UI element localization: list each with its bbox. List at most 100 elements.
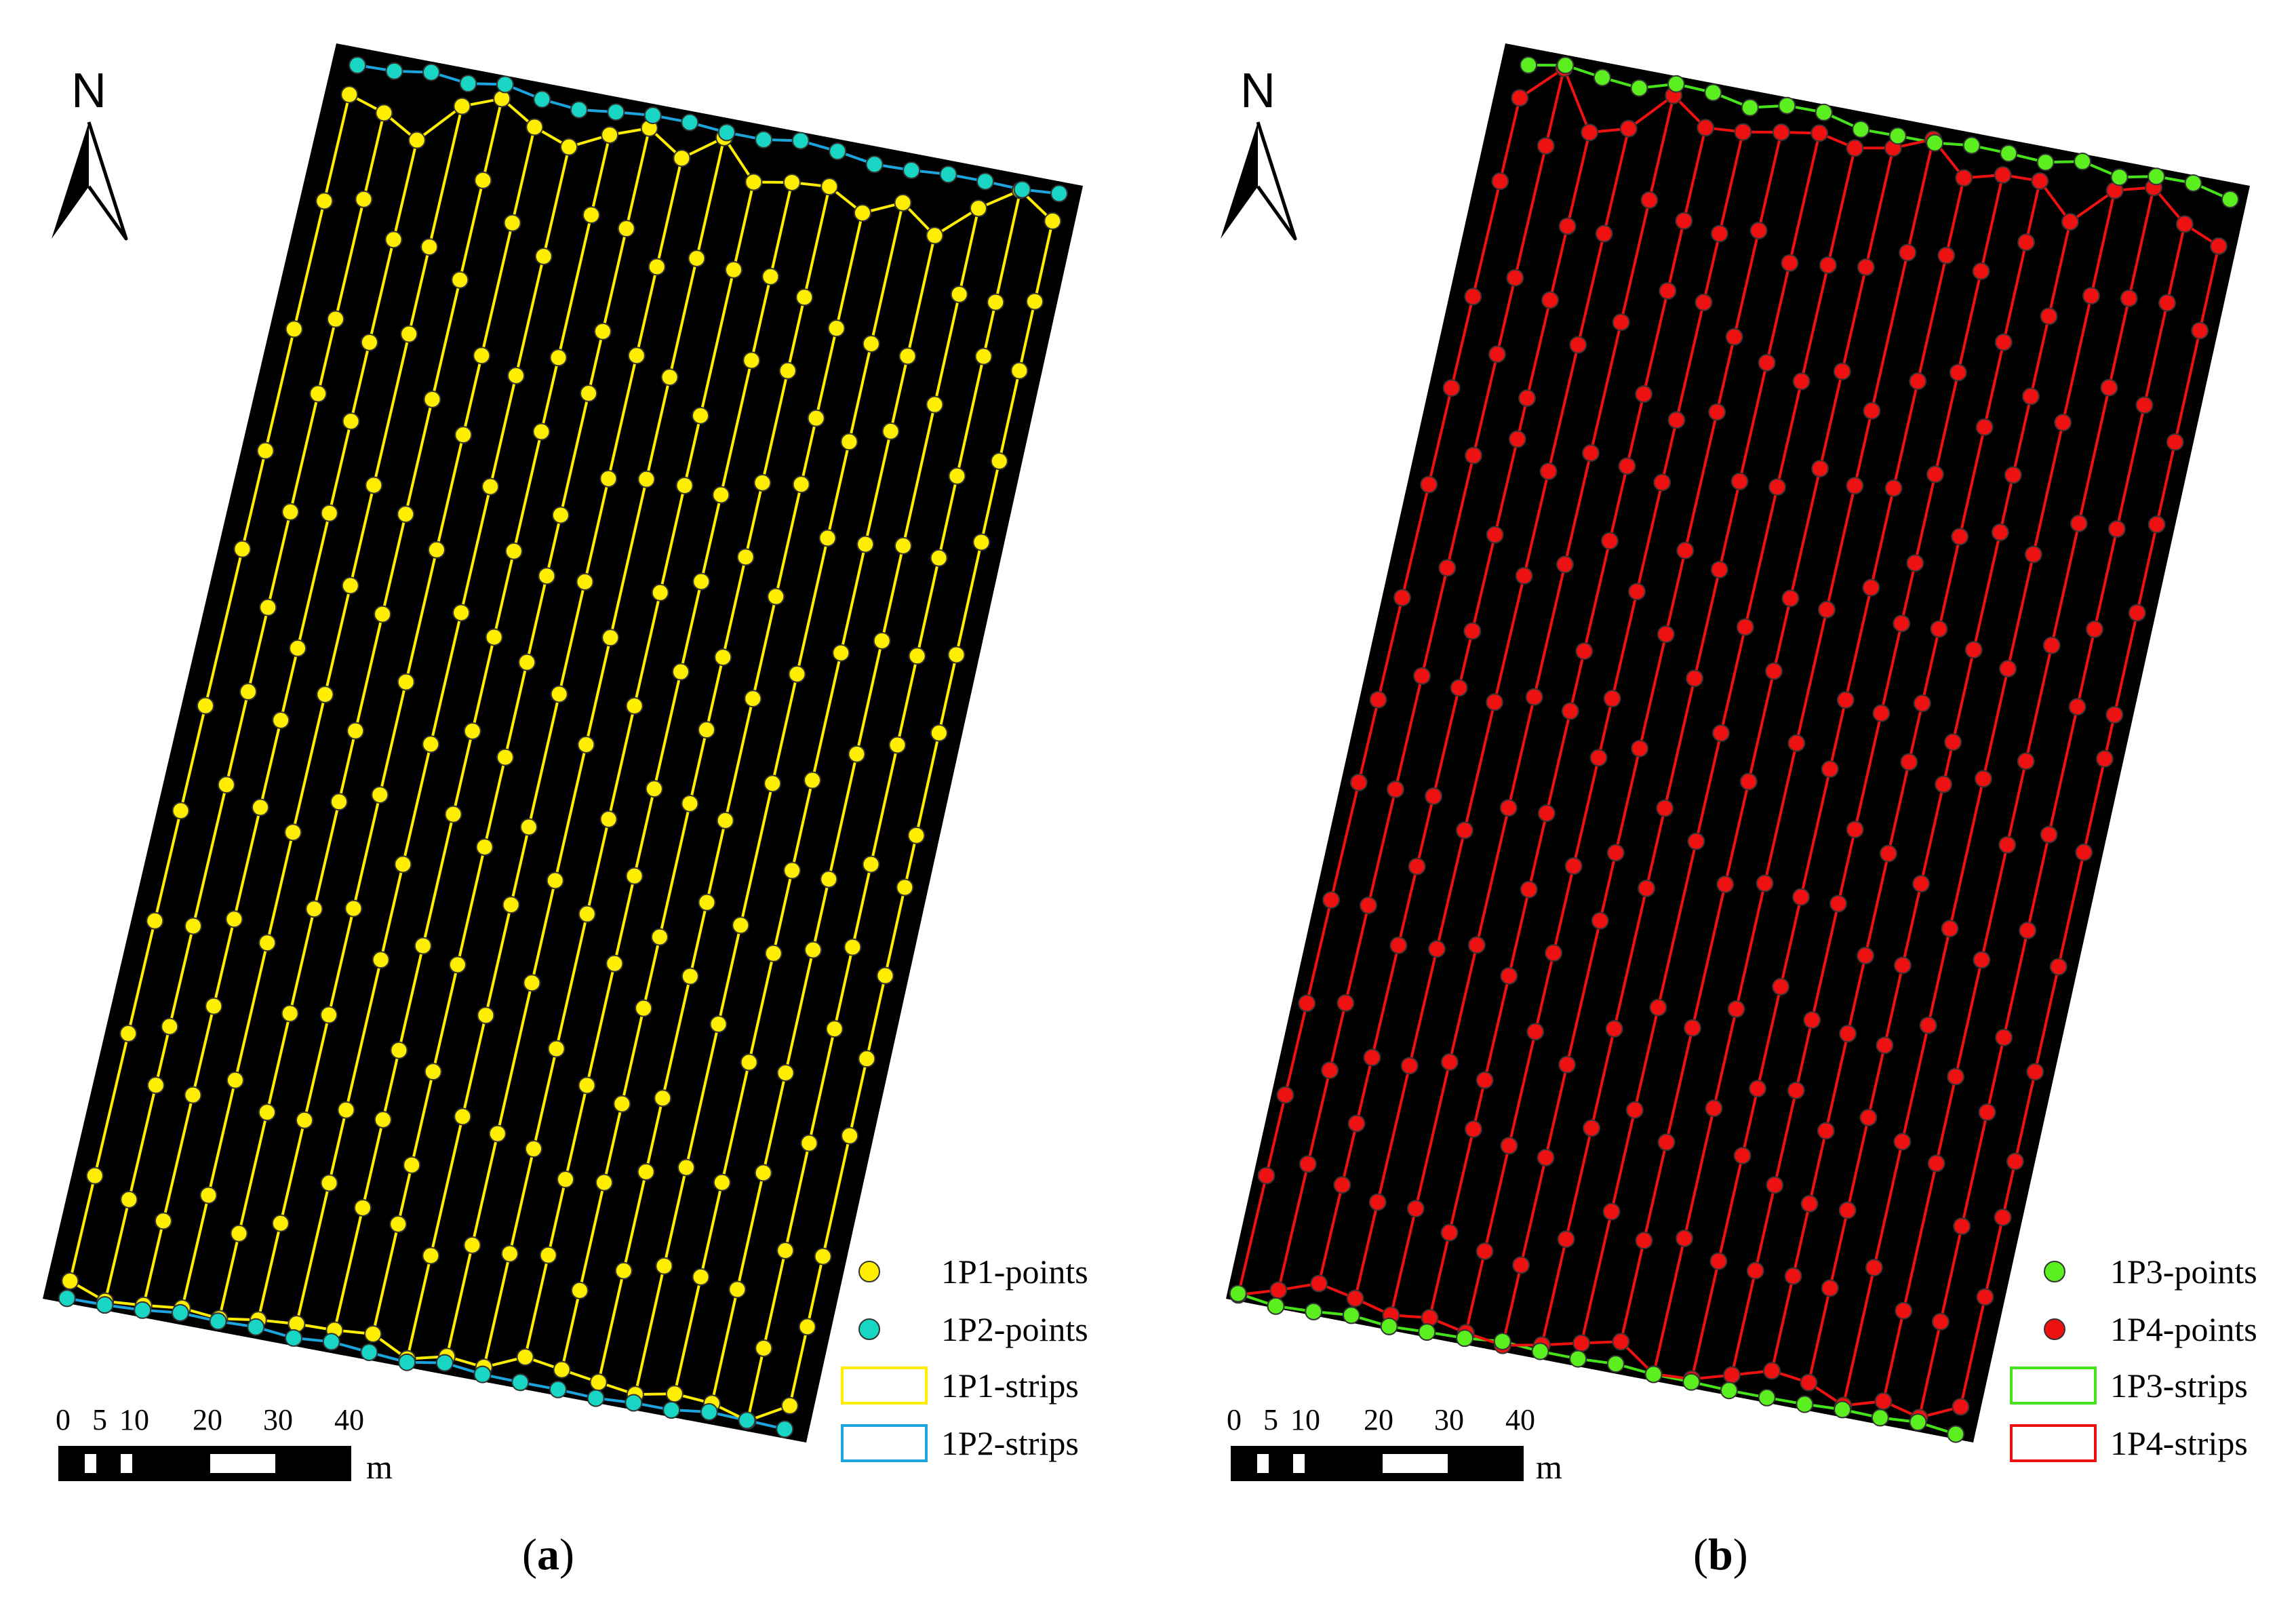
strip-point bbox=[477, 1006, 495, 1025]
strip-point bbox=[570, 1281, 589, 1299]
strip-point bbox=[2095, 749, 2114, 768]
strip-point bbox=[1935, 775, 1953, 793]
strip-point bbox=[258, 1103, 276, 1122]
legend-point-swatch bbox=[2044, 1261, 2065, 1282]
strip-point bbox=[1708, 403, 1726, 421]
strip-point bbox=[578, 1076, 596, 1095]
strip-point bbox=[908, 647, 926, 665]
strip-point bbox=[1420, 475, 1438, 494]
scale-unit-a: m bbox=[366, 1448, 393, 1486]
strip-point bbox=[518, 653, 536, 671]
strip-line bbox=[1353, 128, 1630, 1299]
strip-point bbox=[1899, 243, 1917, 262]
strip-point bbox=[1465, 446, 1483, 465]
strip-point bbox=[296, 1111, 314, 1129]
strip-point bbox=[420, 238, 439, 256]
strip-point bbox=[397, 505, 415, 524]
boundary-point bbox=[1493, 1332, 1511, 1350]
boundary-point bbox=[1013, 180, 1031, 199]
strip-point bbox=[1784, 1267, 1802, 1285]
strip-point bbox=[427, 541, 446, 559]
strip-point bbox=[947, 646, 966, 664]
strip-point bbox=[627, 347, 646, 365]
strip-point bbox=[1635, 1232, 1653, 1250]
strip-point bbox=[422, 735, 440, 753]
strip-point bbox=[326, 310, 344, 328]
north-arrow-icon bbox=[1221, 122, 1258, 239]
strip-point bbox=[1716, 875, 1735, 893]
legend-label: 1P4-points bbox=[2110, 1310, 2257, 1348]
strip-point bbox=[974, 347, 993, 366]
strip-point bbox=[1819, 256, 1837, 274]
strip-point bbox=[353, 1198, 372, 1217]
scale-tick-label: 10 bbox=[119, 1403, 149, 1436]
strip-point bbox=[754, 1164, 772, 1182]
strip-point bbox=[371, 785, 389, 804]
boundary-point bbox=[1741, 98, 1759, 117]
strip-point bbox=[599, 469, 618, 488]
strip-point bbox=[613, 1095, 631, 1113]
strip-point bbox=[2082, 287, 2101, 305]
strip-point bbox=[728, 1280, 747, 1299]
strip-point bbox=[1561, 702, 1579, 720]
boundary-point bbox=[1418, 1323, 1436, 1341]
strip-point bbox=[788, 665, 806, 683]
strip-point bbox=[1931, 1312, 1949, 1331]
strip-point bbox=[2019, 921, 2037, 939]
strip-point bbox=[454, 1107, 472, 1126]
strip-point bbox=[1476, 1071, 1494, 1089]
strip-point bbox=[898, 347, 917, 366]
boundary-point bbox=[1050, 184, 1068, 203]
strip-point bbox=[671, 663, 690, 681]
strip-point bbox=[675, 476, 694, 494]
strip-point bbox=[507, 366, 526, 385]
strip-point bbox=[463, 1236, 481, 1254]
legend-strip-swatch bbox=[841, 1367, 928, 1405]
boundary-point bbox=[247, 1318, 265, 1336]
strip-point bbox=[408, 131, 426, 149]
strip-point bbox=[681, 967, 699, 985]
scale-tick-labels-a: 0 5 10 20 30 40 bbox=[56, 1403, 364, 1436]
field-area-b bbox=[1226, 43, 2250, 1442]
strip-point bbox=[400, 325, 418, 343]
strip-line bbox=[523, 182, 793, 1358]
strip-point bbox=[251, 798, 269, 817]
boundary-point bbox=[1704, 83, 1722, 102]
strip-point bbox=[557, 1171, 575, 1189]
scale-tick-label: 30 bbox=[1434, 1403, 1464, 1436]
strip-point bbox=[1525, 688, 1543, 706]
strip-point bbox=[862, 334, 880, 353]
scale-tick-label: 20 bbox=[193, 1403, 222, 1436]
strip-point bbox=[1349, 773, 1368, 791]
strip-point bbox=[767, 587, 785, 606]
strip-point bbox=[288, 1315, 306, 1333]
scale-tick-label: 20 bbox=[1364, 1403, 1393, 1436]
strip-point bbox=[677, 1158, 696, 1177]
strip-point bbox=[2040, 307, 2058, 326]
strip-point bbox=[225, 910, 243, 928]
strip-point bbox=[1400, 1057, 1419, 1075]
strip-point bbox=[1964, 641, 1983, 659]
boundary-point bbox=[865, 155, 884, 174]
strip-point bbox=[389, 1215, 408, 1233]
strip-point bbox=[1500, 1137, 1518, 1155]
boundary-point bbox=[976, 172, 995, 191]
strip-point bbox=[1884, 479, 1903, 497]
strip-connector-top bbox=[1519, 66, 2220, 248]
strip-point bbox=[2006, 1152, 2024, 1171]
strip-point bbox=[724, 260, 743, 279]
strip-point bbox=[1817, 1122, 1835, 1140]
strip-point bbox=[2147, 515, 2166, 534]
strip-point bbox=[341, 576, 359, 595]
strip-point bbox=[1575, 642, 1594, 661]
strip-line bbox=[1580, 147, 1857, 1343]
strip-point bbox=[645, 780, 663, 798]
legend-label: 1P3-strips bbox=[2110, 1367, 2248, 1405]
strip-point bbox=[1440, 1223, 1459, 1242]
strip-point bbox=[655, 1257, 673, 1275]
boundary-point bbox=[511, 1373, 530, 1392]
strip-point bbox=[1675, 212, 1693, 230]
strip-point bbox=[364, 1324, 382, 1343]
strip-point bbox=[1428, 940, 1446, 958]
legend-strip-swatch bbox=[2010, 1367, 2097, 1405]
